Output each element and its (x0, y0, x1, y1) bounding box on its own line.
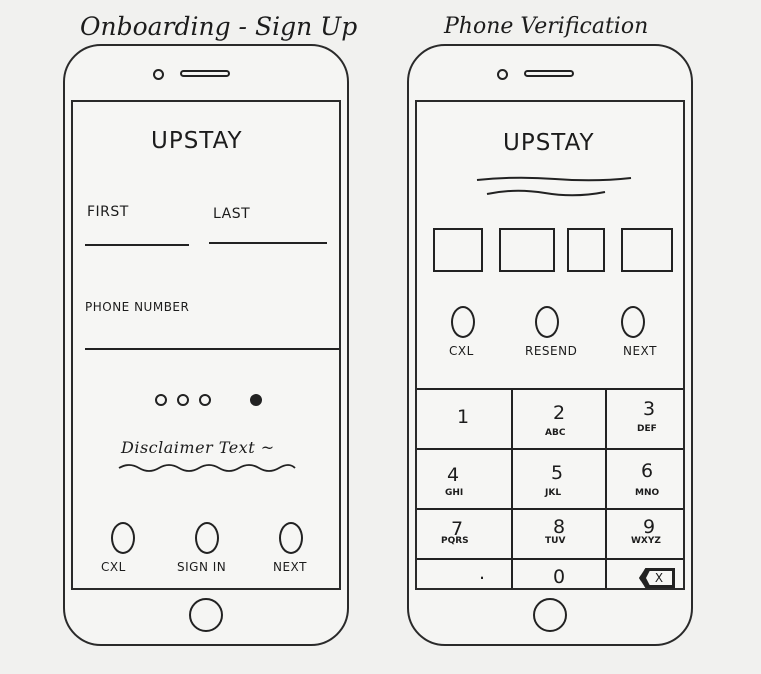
phone-number-label: PHONE NUMBER (85, 300, 190, 314)
page-dot-2 (177, 394, 189, 406)
keypad-divider (417, 448, 683, 450)
key-7-letters: PQRS (441, 536, 469, 546)
sign-in-button[interactable] (195, 522, 219, 554)
key-0[interactable]: 0 (553, 566, 566, 588)
next-button[interactable] (279, 522, 303, 554)
key-7[interactable]: 7 (451, 518, 464, 540)
page-dot-1 (155, 394, 167, 406)
key-5-letters: JKL (545, 488, 562, 498)
left-phone-frame: UPSTAY FIRST LAST PHONE NUMBER Disclaime… (63, 44, 349, 646)
code-box-4[interactable] (621, 228, 673, 272)
next-button[interactable] (621, 306, 645, 338)
page-dot-3 (199, 394, 211, 406)
sign-in-label: SIGN IN (177, 560, 227, 574)
last-name-label: LAST (213, 206, 251, 222)
resend-button[interactable] (535, 306, 559, 338)
key-2-letters: ABC (545, 428, 566, 438)
disclaimer-squiggle (118, 464, 296, 472)
right-sketch-title: Phone Verification (444, 14, 649, 39)
last-name-field[interactable] (209, 242, 327, 244)
camera-icon (497, 69, 508, 80)
backspace-icon: X (646, 571, 672, 585)
right-phone-frame: UPSTAY CXL RESEND NEXT 1 2 ABC 3 DEF 4 G… (407, 44, 693, 646)
key-9[interactable]: 9 (643, 516, 656, 538)
phone-number-field[interactable] (85, 348, 339, 350)
key-6-letters: MNO (635, 488, 660, 498)
camera-icon (153, 69, 164, 80)
key-1[interactable]: 1 (457, 406, 470, 428)
speaker-icon (524, 70, 574, 77)
keypad-divider (417, 388, 683, 390)
home-button[interactable] (189, 598, 223, 632)
code-box-3[interactable] (567, 228, 605, 272)
key-4-letters: GHI (445, 488, 464, 498)
resend-label: RESEND (525, 344, 578, 358)
cxl-button[interactable] (451, 306, 475, 338)
app-logo: UPSTAY (503, 130, 595, 156)
next-label: NEXT (273, 560, 307, 574)
key-8[interactable]: 8 (553, 516, 566, 538)
keypad-divider (417, 508, 683, 510)
app-logo: UPSTAY (151, 128, 243, 154)
key-2[interactable]: 2 (553, 402, 566, 424)
page-dot-4-active (250, 394, 262, 406)
cxl-label: CXL (101, 560, 126, 574)
right-screen: UPSTAY CXL RESEND NEXT 1 2 ABC 3 DEF 4 G… (415, 100, 685, 590)
disclaimer-text: Disclaimer Text ~ (121, 438, 275, 457)
speaker-icon (180, 70, 230, 77)
first-name-label: FIRST (87, 204, 129, 220)
subtitle-squiggle (476, 176, 632, 197)
key-3-letters: DEF (637, 424, 657, 434)
key-dot[interactable]: . (479, 562, 486, 584)
key-9-letters: WXYZ (631, 536, 661, 546)
backspace-key[interactable]: X (639, 568, 675, 588)
keypad-divider (417, 558, 683, 560)
left-sketch-title: Onboarding - Sign Up (80, 12, 358, 41)
key-6[interactable]: 6 (641, 460, 654, 482)
left-screen: UPSTAY FIRST LAST PHONE NUMBER Disclaime… (71, 100, 341, 590)
next-label: NEXT (623, 344, 657, 358)
home-button[interactable] (533, 598, 567, 632)
key-4[interactable]: 4 (447, 464, 460, 486)
keypad-divider (605, 388, 607, 588)
key-3[interactable]: 3 (643, 398, 656, 420)
code-box-1[interactable] (433, 228, 483, 272)
cxl-button[interactable] (111, 522, 135, 554)
cxl-label: CXL (449, 344, 474, 358)
keypad-divider (511, 388, 513, 588)
code-box-2[interactable] (499, 228, 555, 272)
key-5[interactable]: 5 (551, 462, 564, 484)
first-name-field[interactable] (85, 244, 189, 246)
key-8-letters: TUV (545, 536, 566, 546)
